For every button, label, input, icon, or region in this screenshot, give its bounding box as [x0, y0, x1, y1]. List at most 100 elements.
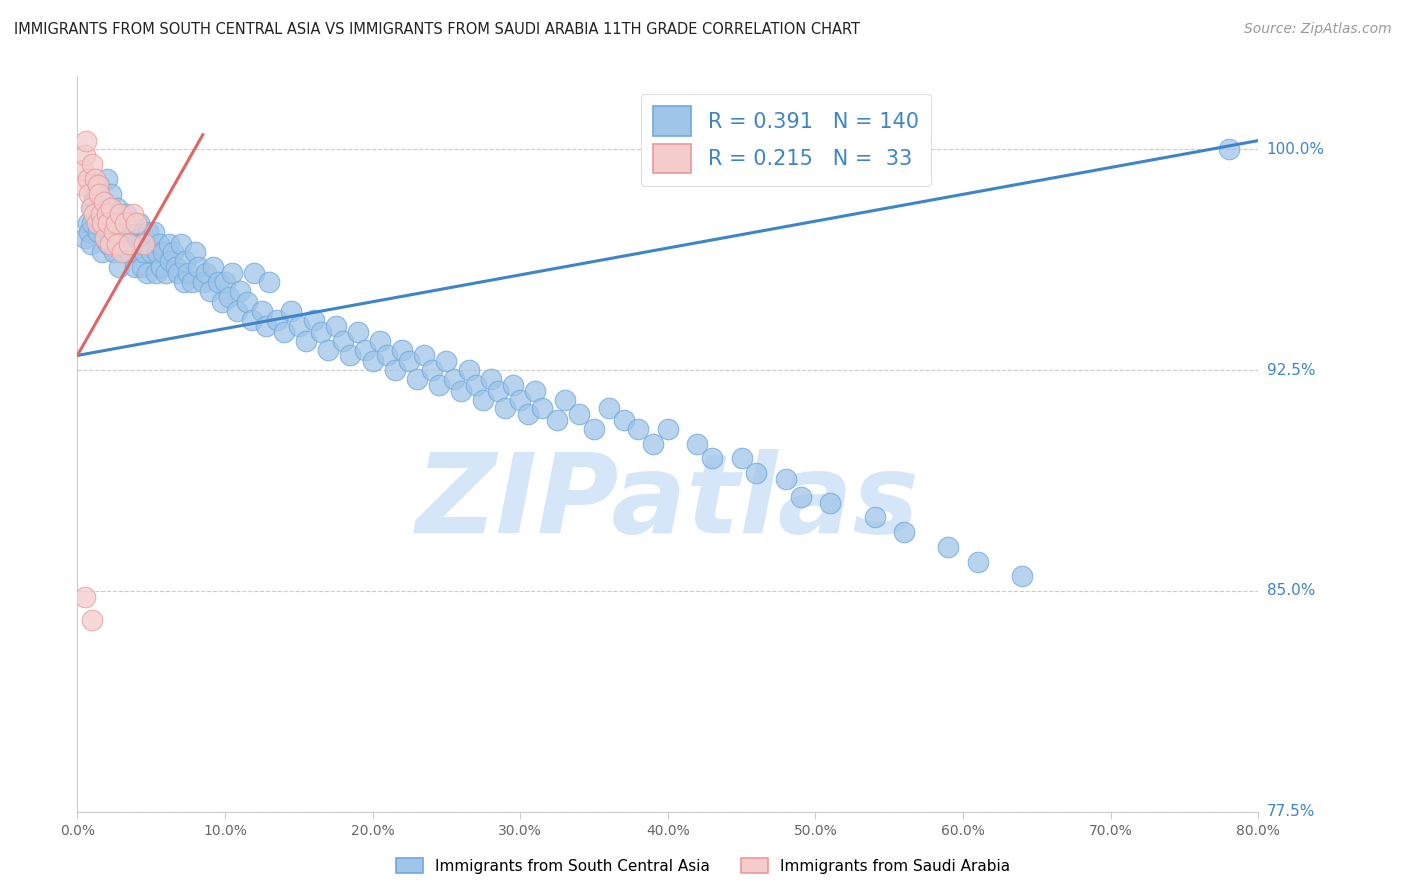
Point [280, 304, 302, 318]
Point [114, 216, 136, 230]
Point [108, 216, 131, 230]
Point [214, 275, 236, 289]
Point [111, 236, 132, 251]
Point [568, 407, 591, 421]
Point [502, 377, 524, 392]
Point [583, 422, 606, 436]
Point [368, 334, 391, 348]
Legend: R = 0.391   N = 140, R = 0.215   N =  33: R = 0.391 N = 140, R = 0.215 N = 33 [641, 94, 931, 186]
Point [228, 284, 252, 298]
Point [91, 216, 114, 230]
Point [107, 260, 129, 274]
Point [194, 266, 217, 280]
Point [391, 343, 413, 357]
Point [863, 510, 886, 524]
Point [105, 236, 128, 251]
Point [165, 260, 187, 274]
Point [96, 171, 118, 186]
Point [211, 295, 233, 310]
Point [325, 318, 347, 333]
Text: ZIPatlas: ZIPatlas [416, 450, 920, 556]
Point [893, 524, 915, 539]
Point [420, 363, 443, 377]
Point [125, 216, 148, 230]
Point [240, 313, 263, 327]
Point [82, 157, 104, 171]
Point [146, 245, 169, 260]
Point [129, 236, 152, 251]
Point [93, 195, 115, 210]
Point [627, 422, 650, 436]
Point [83, 207, 105, 221]
Point [318, 343, 340, 357]
Point [398, 354, 420, 368]
Point [377, 348, 399, 362]
Point [96, 216, 118, 230]
Point [79, 201, 101, 215]
Point [122, 225, 145, 239]
Point [354, 343, 377, 357]
Point [302, 313, 325, 327]
Point [87, 225, 110, 239]
Point [207, 275, 229, 289]
Point [118, 236, 141, 251]
Point [87, 178, 110, 192]
Point [97, 236, 120, 251]
Point [124, 260, 146, 274]
Point [259, 275, 281, 289]
Point [531, 401, 554, 416]
Point [122, 207, 145, 221]
Point [157, 236, 180, 251]
Point [100, 201, 122, 215]
Point [103, 245, 125, 260]
Point [309, 325, 332, 339]
Point [643, 436, 665, 450]
Point [70, 178, 93, 192]
Point [98, 225, 121, 239]
Point [450, 384, 472, 398]
Point [162, 245, 184, 260]
Point [218, 289, 240, 303]
Point [79, 236, 101, 251]
Point [108, 207, 131, 221]
Point [93, 195, 115, 210]
Point [554, 392, 576, 407]
Point [170, 236, 193, 251]
Point [967, 554, 990, 568]
Point [790, 490, 813, 504]
Point [225, 304, 247, 318]
Point [173, 275, 195, 289]
Point [89, 178, 111, 192]
Point [938, 540, 960, 554]
Point [384, 363, 406, 377]
Text: 100.0%: 100.0% [1267, 142, 1324, 157]
Point [613, 413, 636, 427]
Text: 85.0%: 85.0% [1267, 583, 1315, 599]
Point [77, 186, 100, 201]
Point [86, 207, 108, 221]
Point [250, 304, 273, 318]
Point [1011, 569, 1033, 583]
Point [273, 325, 295, 339]
Point [457, 363, 479, 377]
Point [427, 377, 450, 392]
Point [191, 275, 214, 289]
Point [187, 260, 209, 274]
Point [254, 318, 277, 333]
Point [155, 266, 177, 280]
Point [103, 225, 125, 239]
Point [221, 266, 243, 280]
Point [72, 163, 94, 178]
Point [775, 472, 797, 486]
Point [86, 216, 108, 230]
Point [177, 266, 200, 280]
Point [114, 245, 136, 260]
Text: Source: ZipAtlas.com: Source: ZipAtlas.com [1244, 22, 1392, 37]
Point [332, 334, 354, 348]
Point [141, 245, 163, 260]
Point [73, 230, 96, 244]
Point [125, 236, 148, 251]
Point [174, 254, 197, 268]
Point [657, 422, 679, 436]
Point [83, 193, 105, 207]
